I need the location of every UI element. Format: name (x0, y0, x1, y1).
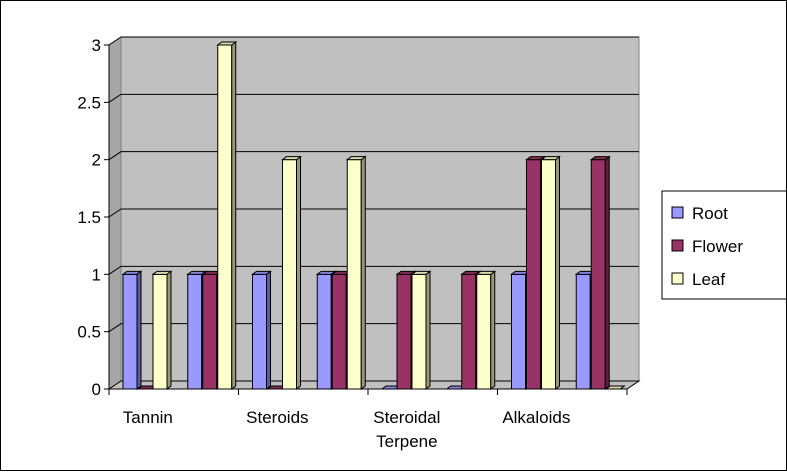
bar-leaf-2 (281, 155, 302, 390)
bar-front (152, 273, 168, 390)
y-tick-label: 0.5 (77, 323, 101, 342)
bar-front (526, 159, 541, 390)
y-tick-label: 1 (92, 265, 101, 284)
bar-front (282, 159, 297, 390)
gridline (108, 208, 639, 218)
bar-front (346, 159, 362, 390)
bar-top (475, 270, 497, 275)
bar-side (296, 155, 301, 390)
legend-label: Root (692, 204, 728, 223)
bar-front (541, 159, 556, 390)
legend-swatch (671, 239, 684, 252)
bar-side (425, 270, 431, 390)
legend: Root Flower Leaf (661, 190, 787, 300)
bar-top (151, 270, 173, 275)
bar-top (460, 270, 482, 275)
legend-label: Flower (692, 237, 743, 256)
bar-top (281, 156, 302, 161)
bar-front (590, 159, 606, 390)
gridline (108, 36, 639, 46)
axes (104, 44, 628, 395)
bar-leaf-5 (475, 270, 497, 390)
bar-top (216, 41, 238, 46)
bar-top (121, 270, 143, 275)
bar-front (202, 273, 218, 390)
legend-swatch (671, 272, 684, 285)
bar-leaf-6 (540, 155, 561, 390)
x-tick-labels: Tannin Steroids Steroidal Terpene Alkaloids (123, 408, 571, 451)
bar-root-2 (251, 270, 272, 390)
bar-top (540, 156, 561, 161)
bar-front (122, 273, 138, 390)
bar-front (252, 273, 267, 390)
bar-front (511, 273, 526, 390)
bar-top (410, 270, 432, 275)
bar-front (461, 273, 477, 390)
bar-top (525, 156, 546, 161)
bar-side (490, 270, 496, 390)
x-tick-label: Alkaloids (502, 408, 570, 427)
y-tick-labels: 0 0.5 1 1.5 2 2.5 3 (77, 36, 101, 399)
bar-side (555, 155, 560, 390)
bar-leaf-4 (410, 270, 432, 390)
bar-leaf-3 (345, 155, 367, 390)
bar-top (315, 270, 337, 275)
y-tick-label: 2 (92, 151, 101, 170)
bar-front (217, 44, 233, 390)
bar-side (360, 155, 366, 390)
bar-front (575, 273, 591, 390)
bar-side (266, 270, 271, 390)
bar-front (187, 273, 203, 390)
y-tick-label: 1.5 (77, 208, 101, 227)
bar-front (476, 273, 492, 390)
bar-side (166, 270, 172, 390)
gridline (108, 93, 639, 103)
y-tick-label: 0 (92, 380, 101, 399)
bar-root-0 (121, 270, 143, 390)
x-tick-label: Steroidal (373, 408, 440, 427)
bar-top (589, 156, 611, 161)
gridline (108, 265, 639, 275)
legend-label: Leaf (692, 270, 725, 289)
gridline (108, 151, 639, 161)
legend-swatch (671, 206, 684, 219)
bar-top (186, 270, 208, 275)
y-tick-label: 2.5 (77, 93, 101, 112)
x-tick-label: Terpene (376, 432, 437, 451)
bar-front (396, 273, 412, 390)
bar-front (411, 273, 427, 390)
bar-side (136, 270, 142, 390)
bar-front (316, 273, 332, 390)
bar-front (331, 273, 347, 390)
bar-top (251, 270, 272, 275)
y-tick-label: 3 (92, 36, 101, 55)
x-tick-label: Tannin (123, 408, 173, 427)
bar-leaf-0 (151, 270, 173, 390)
gridlines (108, 36, 639, 333)
bar-side (231, 41, 237, 390)
bar-side (604, 155, 610, 390)
bar-flower-7 (589, 155, 611, 390)
bar-leaf-1 (216, 41, 238, 390)
x-tick-label: Steroids (246, 408, 308, 427)
bar-top (345, 156, 367, 161)
bar-top (395, 270, 417, 275)
